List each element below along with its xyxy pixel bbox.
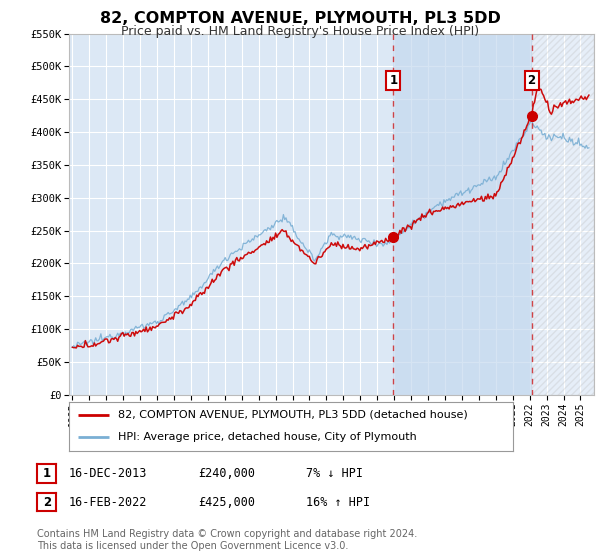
Text: Contains HM Land Registry data © Crown copyright and database right 2024.
This d: Contains HM Land Registry data © Crown c… [37, 529, 418, 551]
Text: 82, COMPTON AVENUE, PLYMOUTH, PL3 5DD (detached house): 82, COMPTON AVENUE, PLYMOUTH, PL3 5DD (d… [118, 410, 467, 420]
Text: 2: 2 [527, 74, 536, 87]
Text: 1: 1 [43, 467, 51, 480]
Text: £240,000: £240,000 [198, 467, 255, 480]
Text: Price paid vs. HM Land Registry's House Price Index (HPI): Price paid vs. HM Land Registry's House … [121, 25, 479, 38]
Bar [532, 34, 594, 395]
Text: 1: 1 [389, 74, 398, 87]
Text: HPI: Average price, detached house, City of Plymouth: HPI: Average price, detached house, City… [118, 432, 416, 442]
Text: 16-FEB-2022: 16-FEB-2022 [69, 496, 148, 508]
Text: 16% ↑ HPI: 16% ↑ HPI [306, 496, 370, 508]
Text: 7% ↓ HPI: 7% ↓ HPI [306, 467, 363, 480]
Bar [394, 34, 532, 395]
Text: 16-DEC-2013: 16-DEC-2013 [69, 467, 148, 480]
Text: 2: 2 [43, 496, 51, 508]
Text: 82, COMPTON AVENUE, PLYMOUTH, PL3 5DD: 82, COMPTON AVENUE, PLYMOUTH, PL3 5DD [100, 11, 500, 26]
Text: £425,000: £425,000 [198, 496, 255, 508]
